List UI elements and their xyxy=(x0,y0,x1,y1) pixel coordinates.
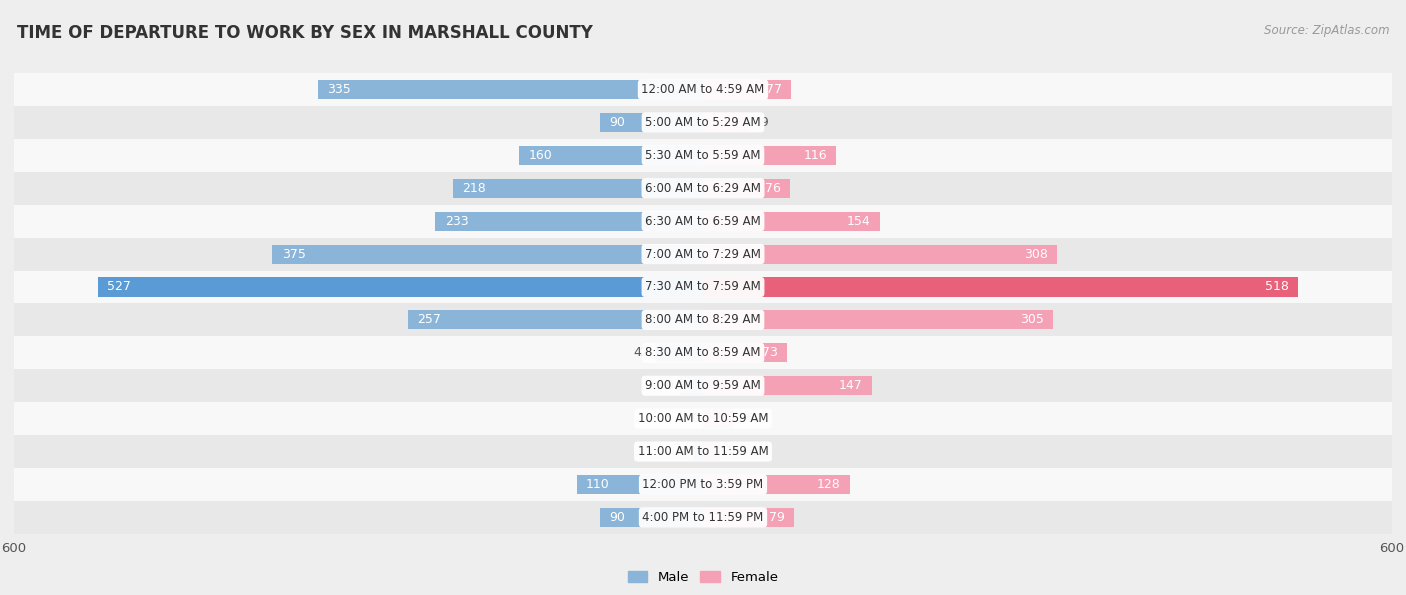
Text: 20: 20 xyxy=(658,379,675,392)
Text: 8: 8 xyxy=(681,445,688,458)
Bar xyxy=(318,80,703,99)
Text: 160: 160 xyxy=(529,149,553,162)
Bar xyxy=(14,303,1392,336)
Text: 218: 218 xyxy=(461,181,485,195)
Bar xyxy=(14,205,1392,237)
Bar xyxy=(14,172,1392,205)
Text: 116: 116 xyxy=(803,149,827,162)
Bar xyxy=(703,113,748,132)
Text: Source: ZipAtlas.com: Source: ZipAtlas.com xyxy=(1264,24,1389,37)
Text: 6:30 AM to 6:59 AM: 6:30 AM to 6:59 AM xyxy=(645,215,761,228)
Text: 527: 527 xyxy=(107,280,131,293)
Bar xyxy=(273,245,703,264)
Bar xyxy=(703,80,792,99)
Bar xyxy=(703,212,880,231)
Text: 335: 335 xyxy=(328,83,352,96)
Text: 308: 308 xyxy=(1024,248,1047,261)
Bar xyxy=(436,212,703,231)
Bar xyxy=(14,402,1392,435)
Text: 10:00 AM to 10:59 AM: 10:00 AM to 10:59 AM xyxy=(638,412,768,425)
Text: 42: 42 xyxy=(633,346,650,359)
Text: 0: 0 xyxy=(692,412,700,425)
Bar xyxy=(14,468,1392,501)
Text: 375: 375 xyxy=(281,248,305,261)
Text: 39: 39 xyxy=(754,116,769,129)
Text: 8:30 AM to 8:59 AM: 8:30 AM to 8:59 AM xyxy=(645,346,761,359)
Text: 518: 518 xyxy=(1265,280,1289,293)
Bar xyxy=(703,343,787,362)
Bar xyxy=(453,178,703,198)
Bar xyxy=(14,271,1392,303)
Bar xyxy=(14,435,1392,468)
Text: 257: 257 xyxy=(418,314,441,327)
Bar xyxy=(14,369,1392,402)
Bar xyxy=(703,442,720,461)
Bar xyxy=(703,508,794,527)
Bar xyxy=(14,501,1392,534)
Text: 76: 76 xyxy=(765,181,782,195)
Bar xyxy=(14,139,1392,172)
Text: 12:00 AM to 4:59 AM: 12:00 AM to 4:59 AM xyxy=(641,83,765,96)
Text: 128: 128 xyxy=(817,478,841,491)
Text: 233: 233 xyxy=(444,215,468,228)
Bar xyxy=(703,409,733,428)
Bar xyxy=(599,113,703,132)
Bar xyxy=(703,277,1298,296)
Bar xyxy=(703,311,1053,330)
Text: 7:30 AM to 7:59 AM: 7:30 AM to 7:59 AM xyxy=(645,280,761,293)
Bar xyxy=(681,376,703,395)
Text: TIME OF DEPARTURE TO WORK BY SEX IN MARSHALL COUNTY: TIME OF DEPARTURE TO WORK BY SEX IN MARS… xyxy=(17,24,593,42)
Text: 5:30 AM to 5:59 AM: 5:30 AM to 5:59 AM xyxy=(645,149,761,162)
Text: 305: 305 xyxy=(1021,314,1045,327)
Text: 154: 154 xyxy=(846,215,870,228)
Text: 90: 90 xyxy=(609,511,624,524)
Legend: Male, Female: Male, Female xyxy=(623,565,783,589)
Text: 110: 110 xyxy=(586,478,610,491)
Text: 26: 26 xyxy=(738,412,755,425)
Text: 9:00 AM to 9:59 AM: 9:00 AM to 9:59 AM xyxy=(645,379,761,392)
Bar xyxy=(599,508,703,527)
Bar xyxy=(408,311,703,330)
Bar xyxy=(693,442,703,461)
Text: 90: 90 xyxy=(609,116,624,129)
Text: 5:00 AM to 5:29 AM: 5:00 AM to 5:29 AM xyxy=(645,116,761,129)
Bar xyxy=(98,277,703,296)
Bar xyxy=(703,146,837,165)
Bar xyxy=(703,376,872,395)
Text: 15: 15 xyxy=(725,445,742,458)
Bar xyxy=(655,343,703,362)
Bar xyxy=(703,475,851,494)
Text: 79: 79 xyxy=(769,511,785,524)
Text: 147: 147 xyxy=(839,379,863,392)
Text: 77: 77 xyxy=(766,83,782,96)
Text: 7:00 AM to 7:29 AM: 7:00 AM to 7:29 AM xyxy=(645,248,761,261)
Text: 8:00 AM to 8:29 AM: 8:00 AM to 8:29 AM xyxy=(645,314,761,327)
Bar xyxy=(14,336,1392,369)
Text: 73: 73 xyxy=(762,346,778,359)
Text: 12:00 PM to 3:59 PM: 12:00 PM to 3:59 PM xyxy=(643,478,763,491)
Bar xyxy=(14,237,1392,271)
Text: 11:00 AM to 11:59 AM: 11:00 AM to 11:59 AM xyxy=(638,445,768,458)
Text: 4:00 PM to 11:59 PM: 4:00 PM to 11:59 PM xyxy=(643,511,763,524)
Bar xyxy=(703,245,1057,264)
Bar xyxy=(703,178,790,198)
Text: 6:00 AM to 6:29 AM: 6:00 AM to 6:29 AM xyxy=(645,181,761,195)
Bar xyxy=(14,106,1392,139)
Bar xyxy=(519,146,703,165)
Bar xyxy=(576,475,703,494)
Bar xyxy=(14,73,1392,106)
